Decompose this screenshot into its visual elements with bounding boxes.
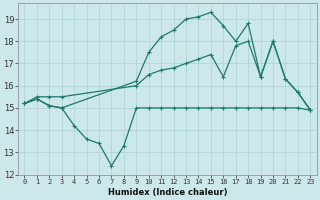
X-axis label: Humidex (Indice chaleur): Humidex (Indice chaleur) — [108, 188, 227, 197]
